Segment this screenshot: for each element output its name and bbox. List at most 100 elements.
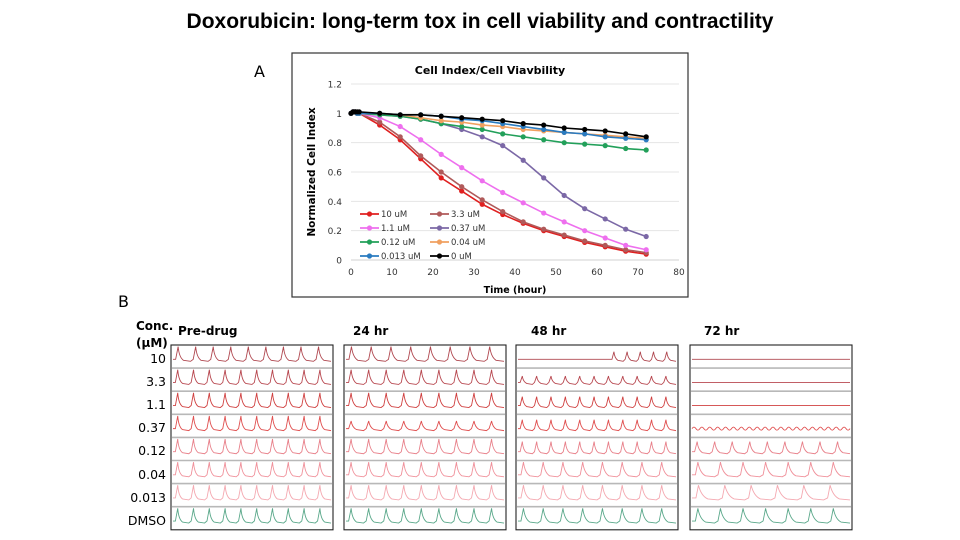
data-point xyxy=(561,192,567,199)
row-label: 3.3 xyxy=(146,374,166,390)
data-point xyxy=(602,235,608,241)
data-point xyxy=(418,153,424,159)
concentration-header-line1: Conc. xyxy=(136,319,174,333)
legend-label: 0 uM xyxy=(451,252,472,262)
legend-label: 0.013 uM xyxy=(381,252,421,262)
legend-marker xyxy=(436,253,443,259)
trace-DMSO xyxy=(518,508,677,524)
data-point xyxy=(459,123,465,130)
data-point xyxy=(623,247,629,253)
data-point xyxy=(541,126,547,133)
legend-item: 0 uM xyxy=(430,252,472,262)
trace-1.1 xyxy=(518,396,677,409)
data-point xyxy=(397,112,403,118)
data-point xyxy=(582,141,588,147)
trace-0.37 xyxy=(173,415,332,432)
data-point xyxy=(643,147,649,153)
y-tick-label: 0.4 xyxy=(328,198,343,208)
data-point xyxy=(582,228,588,234)
data-point xyxy=(479,178,485,184)
data-point xyxy=(643,233,649,240)
data-point xyxy=(397,123,403,130)
data-point xyxy=(643,247,649,253)
series-0-uM xyxy=(348,109,649,140)
legend-item: 0.04 uM xyxy=(430,238,485,248)
data-point xyxy=(582,238,588,244)
y-tick-label: 1.2 xyxy=(328,81,342,91)
chart-title: Cell Index/Cell Viavbility xyxy=(415,64,565,77)
trace-0.04 xyxy=(518,462,677,478)
data-point xyxy=(541,137,547,143)
data-point xyxy=(602,128,608,134)
y-tick-label: 0.6 xyxy=(328,169,343,179)
legend-marker xyxy=(436,239,443,245)
trace-DMSO xyxy=(346,508,505,524)
data-point xyxy=(623,135,629,141)
data-point xyxy=(479,134,485,140)
data-point xyxy=(438,151,444,157)
row-label: 0.04 xyxy=(138,466,166,482)
legend-marker xyxy=(436,211,443,217)
trace-10 xyxy=(173,346,332,362)
data-point xyxy=(582,131,588,137)
trace-0.12 xyxy=(173,438,332,455)
trace-10 xyxy=(346,346,505,362)
y-tick-label: 0 xyxy=(336,257,342,267)
trace-0.04 xyxy=(346,462,505,478)
trace-0.12 xyxy=(692,441,851,455)
trace-0.37 xyxy=(691,426,851,431)
trace-0.013 xyxy=(692,485,851,501)
row-label: 0.12 xyxy=(138,443,166,459)
data-point xyxy=(623,131,629,137)
trace-0.12 xyxy=(346,438,505,455)
data-point xyxy=(623,242,629,248)
trace-1.1 xyxy=(346,392,505,408)
data-point xyxy=(377,110,383,116)
data-point xyxy=(561,140,567,146)
legend-marker xyxy=(436,225,443,231)
trace-3.3 xyxy=(518,375,677,385)
trace-0.04 xyxy=(173,462,332,478)
x-tick-label: 40 xyxy=(509,268,521,278)
timepoint-label: Pre-drug xyxy=(178,324,238,338)
x-tick-label: 50 xyxy=(550,268,562,278)
trace-DMSO xyxy=(173,508,332,524)
data-point xyxy=(438,113,444,119)
y-tick-label: 1 xyxy=(336,110,342,120)
y-axis-label: Normalized Cell Index xyxy=(306,107,318,237)
legend-item: 0.37 uM xyxy=(430,224,485,234)
legend-marker xyxy=(366,211,373,217)
legend-label: 0.37 uM xyxy=(451,224,485,234)
trace-panel-24-hr xyxy=(343,344,507,531)
data-point xyxy=(602,134,608,140)
concentration-header: Conc. (μM) xyxy=(136,318,173,352)
data-point xyxy=(459,184,465,190)
data-point xyxy=(479,122,485,128)
trace-panel-72-hr xyxy=(689,344,853,531)
data-point xyxy=(541,175,547,181)
trace-DMSO xyxy=(692,508,851,524)
panel-label-a: A xyxy=(254,62,265,81)
data-point xyxy=(582,206,588,212)
data-point xyxy=(520,200,526,206)
data-point xyxy=(520,219,526,225)
data-point xyxy=(438,175,444,181)
data-point xyxy=(520,121,526,127)
legend-item: 0.013 uM xyxy=(360,252,421,262)
data-point xyxy=(520,134,526,140)
data-point xyxy=(500,131,506,137)
legend-item: 0.12 uM xyxy=(360,238,415,248)
legend-label: 0.04 uM xyxy=(451,238,485,248)
trace-0.37 xyxy=(518,419,677,432)
x-tick-label: 0 xyxy=(348,268,354,278)
data-point xyxy=(623,226,629,232)
legend-item: 1.1 uM xyxy=(360,224,410,234)
data-point xyxy=(643,134,649,140)
legend-label: 1.1 uM xyxy=(381,224,410,234)
panel-label-b: B xyxy=(118,292,129,311)
x-tick-label: 30 xyxy=(468,268,480,278)
trace-0.013 xyxy=(173,485,332,501)
chart-frame xyxy=(291,52,689,298)
data-point xyxy=(541,122,547,128)
